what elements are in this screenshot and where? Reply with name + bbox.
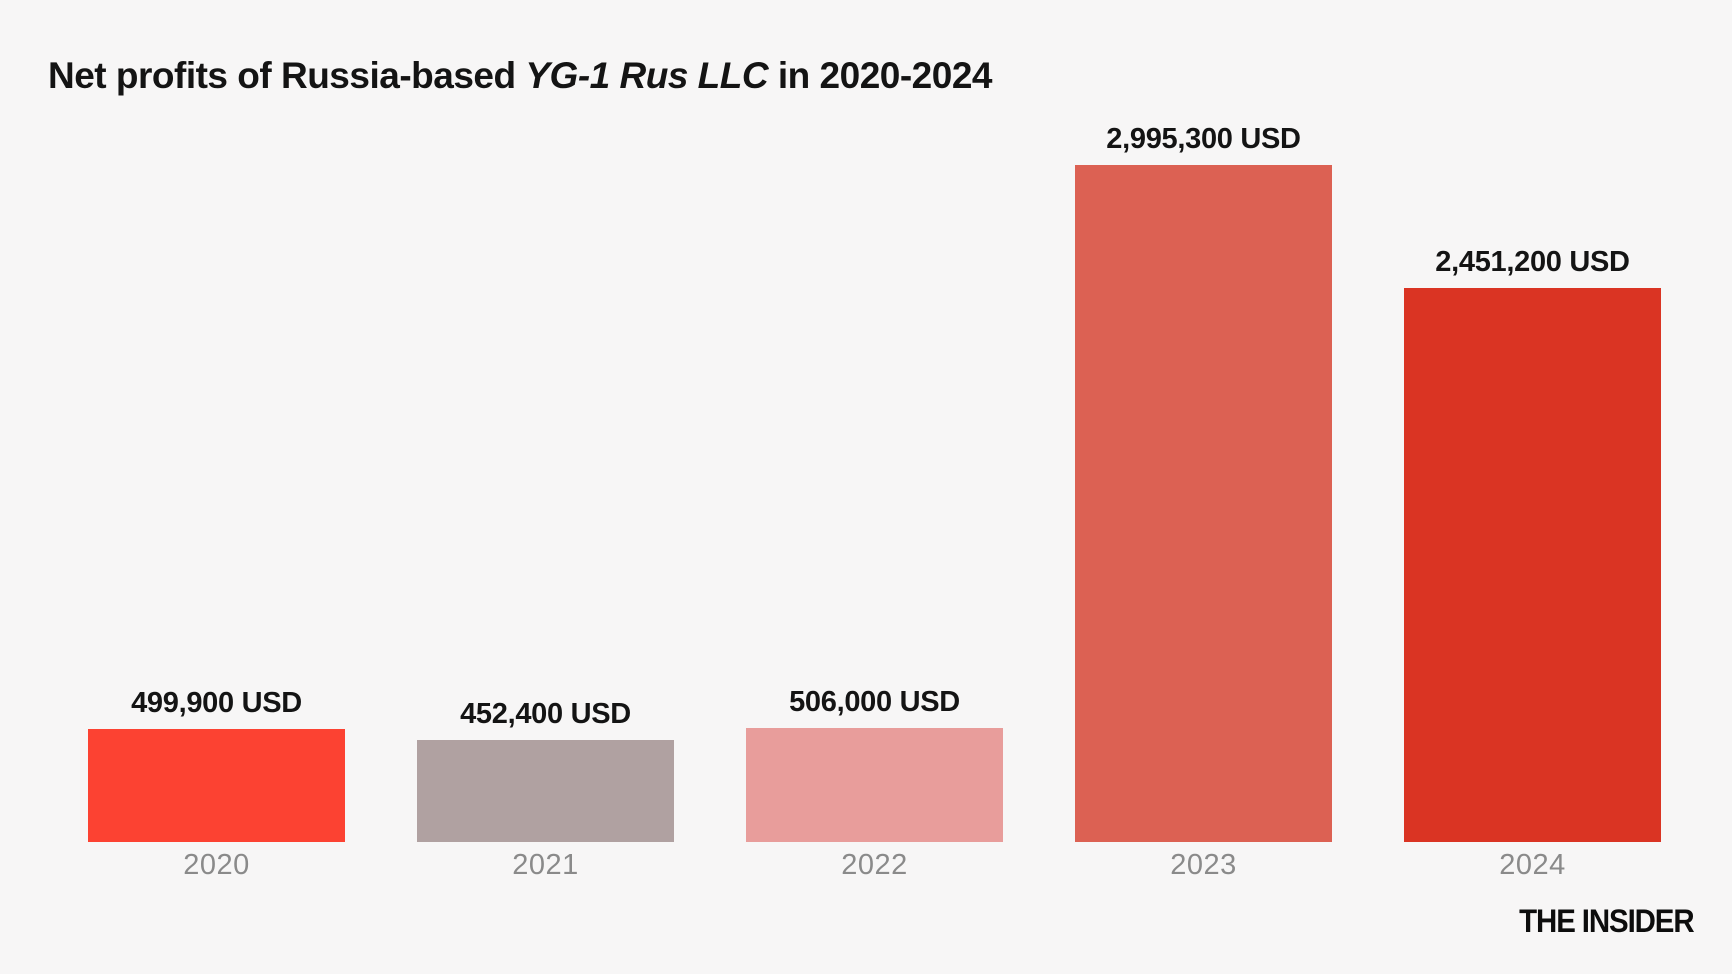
bar-value-label: 2,451,200 USD (1435, 246, 1630, 278)
bar-rect-2021 (417, 740, 674, 842)
bar-column-2022: 506,000 USD 2022 (746, 686, 1003, 881)
bar-year-label: 2024 (1499, 849, 1566, 881)
bar-value-label: 452,400 USD (460, 698, 631, 730)
the-insider-logo: THE INSIDER (1518, 903, 1694, 939)
bar-value-label: 506,000 USD (789, 686, 960, 718)
bar-column-2023: 2,995,300 USD 2023 (1075, 123, 1332, 881)
bar-rect-2022 (746, 728, 1003, 842)
bar-column-2024: 2,451,200 USD 2024 (1404, 246, 1661, 881)
bar-chart: 499,900 USD 2020 452,400 USD 2021 506,000 US… (88, 123, 1661, 881)
bar-rect-2020 (88, 729, 345, 842)
bar-year-label: 2022 (841, 849, 908, 881)
bar-value-label: 2,995,300 USD (1106, 123, 1301, 155)
chart-title-company-name: YG-1 Rus LLC (525, 54, 769, 96)
bar-rect-2024 (1404, 288, 1661, 842)
bar-year-label: 2020 (183, 849, 250, 881)
chart-title-suffix: in 2020-2024 (768, 54, 993, 96)
bar-year-label: 2023 (1170, 849, 1237, 881)
chart-title-prefix: Net profits of Russia-based (48, 54, 526, 96)
bar-value-label: 499,900 USD (131, 687, 302, 719)
bar-rect-2023 (1075, 165, 1332, 842)
bar-year-label: 2021 (512, 849, 579, 881)
bar-column-2020: 499,900 USD 2020 (88, 687, 345, 881)
chart-title: Net profits of Russia-based YG-1 Rus LLC… (48, 55, 992, 97)
bar-column-2021: 452,400 USD 2021 (417, 698, 674, 881)
